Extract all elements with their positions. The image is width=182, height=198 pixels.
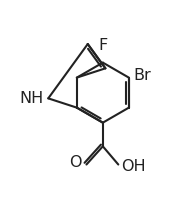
Text: NH: NH xyxy=(19,91,44,106)
Text: O: O xyxy=(69,155,82,170)
Text: F: F xyxy=(98,38,107,53)
Text: Br: Br xyxy=(133,68,151,83)
Text: OH: OH xyxy=(122,159,146,174)
